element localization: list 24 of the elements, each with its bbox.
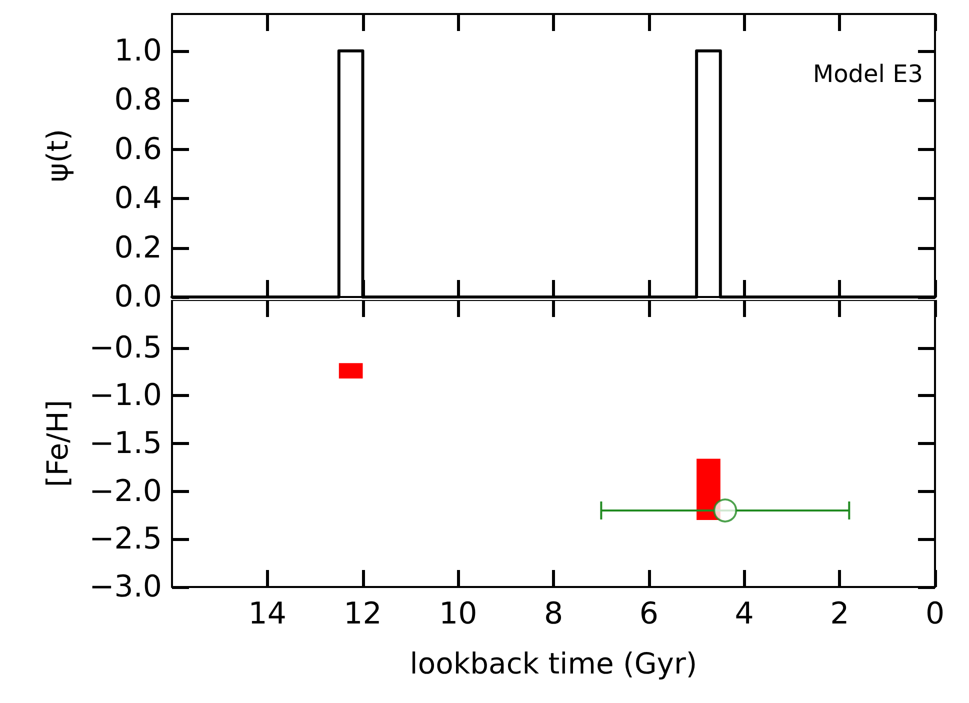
x-tick-label: 0 bbox=[925, 596, 945, 632]
x-tick-label: 4 bbox=[734, 596, 754, 632]
y-tick-label: 0.8 bbox=[114, 82, 162, 118]
y-tick-label: −2.5 bbox=[89, 522, 162, 557]
y-tick-label: −3.0 bbox=[89, 570, 162, 604]
x-tick-label: 10 bbox=[439, 596, 478, 632]
y-tick-label: 0.0 bbox=[114, 280, 162, 314]
x-tick-label: 2 bbox=[830, 596, 850, 632]
y-tick-label: −0.5 bbox=[89, 330, 162, 366]
x-axis-title: lookback time (Gyr) bbox=[410, 646, 698, 680]
x-tick-label: 8 bbox=[544, 596, 564, 632]
y-tick-label: −1.0 bbox=[89, 378, 162, 414]
x-tick-label: 6 bbox=[639, 596, 658, 632]
annotation: Model E3 bbox=[812, 60, 924, 88]
y-tick-label: 0.4 bbox=[114, 181, 162, 216]
y-tick-label: 1.0 bbox=[114, 33, 162, 68]
x-tick-label: 12 bbox=[344, 596, 382, 632]
y-tick-label: −2.0 bbox=[89, 474, 162, 509]
y-tick-label: 0.6 bbox=[114, 132, 162, 167]
y-axis-title: [Fe/H] bbox=[40, 400, 74, 488]
y-axis-title: ψ(t) bbox=[40, 128, 74, 182]
x-tick-label: 14 bbox=[248, 596, 286, 632]
y-tick-label: −1.5 bbox=[89, 426, 162, 461]
y-tick-label: 0.2 bbox=[114, 230, 162, 266]
